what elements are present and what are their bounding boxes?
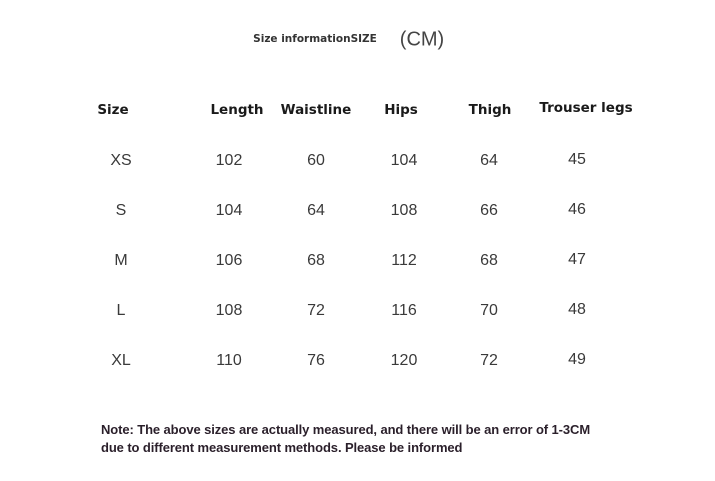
table-cell: 106: [215, 252, 243, 269]
table-cell: 72: [307, 302, 325, 319]
table-cell: 47: [568, 251, 586, 268]
table-cell: 76: [307, 352, 325, 369]
table-cell: 49: [568, 351, 586, 368]
column-header: Size: [97, 102, 129, 118]
table-cell: 68: [307, 252, 325, 269]
table-cell: 120: [390, 352, 418, 369]
table-cell: 104: [390, 152, 418, 169]
table-cell: 60: [307, 152, 325, 169]
table-cell: 64: [307, 202, 325, 219]
size-label: M: [114, 252, 128, 269]
column-header: Hips: [384, 102, 418, 118]
table-cell: 110: [216, 352, 242, 369]
table-cell: 72: [480, 352, 498, 369]
size-label: XL: [111, 352, 131, 369]
table-cell: 104: [215, 202, 243, 219]
note-line-2: due to different measurement methods. Pl…: [101, 440, 463, 455]
table-cell: 48: [568, 301, 586, 318]
measurement-note: Note: The above sizes are actually measu…: [101, 421, 701, 457]
table-cell: 116: [391, 302, 417, 319]
size-label: XS: [110, 152, 132, 169]
table-cell: 108: [215, 302, 243, 319]
column-header: Thigh: [468, 102, 512, 118]
chart-title: Size informationSIZE: [253, 33, 377, 45]
size-label: L: [116, 302, 126, 319]
table-cell: 112: [391, 252, 417, 269]
column-header: Length: [210, 102, 264, 118]
note-line-1: Note: The above sizes are actually measu…: [101, 422, 591, 437]
table-cell: 102: [215, 152, 243, 169]
size-label: S: [115, 202, 127, 219]
column-header: Trouser legs: [539, 100, 633, 116]
table-cell: 66: [480, 202, 498, 219]
table-cell: 68: [480, 252, 498, 269]
table-cell: 64: [480, 152, 498, 169]
table-cell: 108: [390, 202, 418, 219]
column-header: Waistline: [280, 102, 352, 118]
table-cell: 45: [568, 151, 586, 168]
unit-label: (CM): [399, 28, 445, 51]
table-cell: 70: [480, 302, 498, 319]
table-cell: 46: [568, 201, 586, 218]
